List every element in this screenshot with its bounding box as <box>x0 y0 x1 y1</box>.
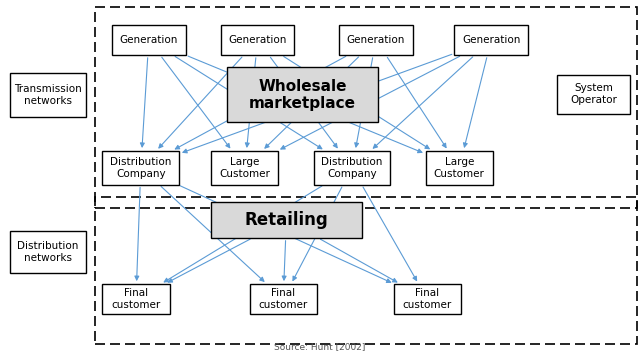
Text: Distribution
Company: Distribution Company <box>321 157 383 179</box>
Bar <box>314 151 390 185</box>
Text: Wholesale
marketplace: Wholesale marketplace <box>249 79 356 111</box>
Bar <box>227 67 378 122</box>
Text: Final
customer: Final customer <box>259 288 308 310</box>
Bar <box>95 7 637 208</box>
Text: Final
customer: Final customer <box>111 288 161 310</box>
Text: Large
Customer: Large Customer <box>434 157 484 179</box>
Bar <box>102 284 170 314</box>
Bar <box>211 202 362 238</box>
Bar <box>394 284 461 314</box>
Text: Transmission
networks: Transmission networks <box>14 84 82 106</box>
Text: Distribution
networks: Distribution networks <box>17 241 79 263</box>
Text: Generation: Generation <box>347 35 405 45</box>
Text: Generation: Generation <box>462 35 520 45</box>
Bar <box>454 25 528 55</box>
Bar <box>112 25 186 55</box>
Text: System
Operator: System Operator <box>570 83 617 105</box>
Bar <box>211 151 278 185</box>
Bar <box>426 151 493 185</box>
Text: Distribution
Company: Distribution Company <box>110 157 172 179</box>
Text: Large
Customer: Large Customer <box>220 157 270 179</box>
Bar <box>102 151 179 185</box>
Bar <box>10 73 86 117</box>
Text: Final
customer: Final customer <box>403 288 452 310</box>
Text: Generation: Generation <box>228 35 287 45</box>
Bar <box>10 231 86 273</box>
Bar <box>221 25 294 55</box>
Bar <box>557 75 630 114</box>
Text: Generation: Generation <box>120 35 178 45</box>
Bar <box>95 197 637 344</box>
Bar <box>250 284 317 314</box>
Text: Retailing: Retailing <box>244 211 328 229</box>
Text: Source: Hunt [2002]: Source: Hunt [2002] <box>275 343 365 351</box>
Bar <box>339 25 413 55</box>
